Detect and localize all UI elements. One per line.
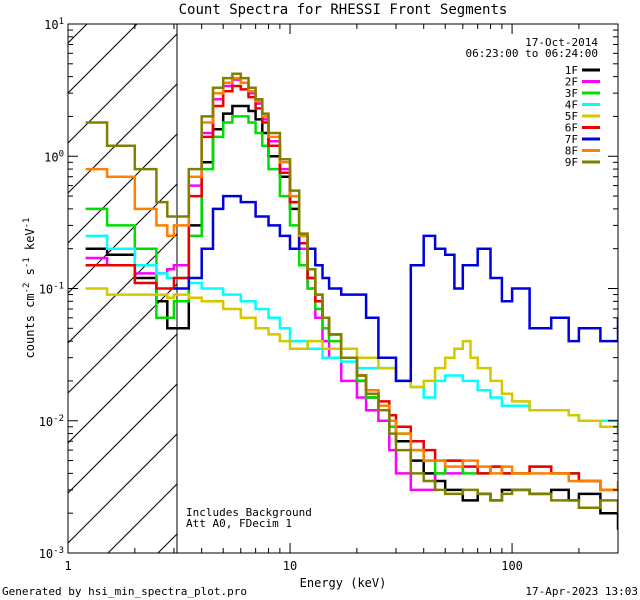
x-tick-label: 10 xyxy=(283,559,297,573)
legend-label-9f: 9F xyxy=(565,156,578,169)
y-tick-label: 100 xyxy=(44,149,64,164)
legend-label-8f: 8F xyxy=(565,145,578,158)
y-tick-label: 10-3 xyxy=(39,546,64,561)
series-line-7f xyxy=(173,194,618,383)
annotation-attenuator: Att A0, FDecim 1 xyxy=(186,517,292,530)
x-tick-label: 100 xyxy=(501,559,523,573)
y-axis-label: counts cm-2 s-1 keV-1 xyxy=(22,218,37,359)
hatch-line xyxy=(68,283,177,394)
generated-by-label: Generated by hsi_min_spectra_plot.pro xyxy=(2,585,247,598)
hatch-line xyxy=(68,83,177,194)
legend-label-3f: 3F xyxy=(565,87,578,100)
y-tick-label: 101 xyxy=(44,17,64,32)
series-line-6f xyxy=(85,84,618,492)
hatch-line xyxy=(68,24,88,44)
legend-label-2f: 2F xyxy=(565,76,578,89)
legend-label-5f: 5F xyxy=(565,110,578,123)
y-axis-label-part1: counts cm xyxy=(23,293,37,358)
legend-label-1f: 1F xyxy=(565,64,578,77)
date-label: 17-Oct-2014 xyxy=(525,36,598,49)
series-line-3f xyxy=(85,115,618,492)
hatch-line xyxy=(68,24,138,94)
y-axis-label-sup1: -2 xyxy=(22,283,32,294)
y-axis-label-sup2: -1 xyxy=(22,257,32,268)
annotation-background: Includes Background xyxy=(186,506,312,519)
time-range-label: 06:23:00 to 06:24:00 xyxy=(466,47,598,60)
series-line-8f xyxy=(85,76,618,492)
x-tick-label: 1 xyxy=(64,559,71,573)
y-axis-label-sup3: -1 xyxy=(22,218,32,229)
x-axis-label: Energy (keV) xyxy=(300,576,387,590)
legend-label-6f: 6F xyxy=(565,122,578,135)
legend-label-7f: 7F xyxy=(565,133,578,146)
footer-timestamp: 17-Apr-2023 13:03 xyxy=(525,585,638,598)
y-axis-label-part2: s xyxy=(23,268,37,282)
series-line-9f xyxy=(85,72,618,514)
y-axis-label-part3: keV xyxy=(23,228,37,257)
y-tick-label: 10-1 xyxy=(39,282,64,297)
series-line-2f xyxy=(85,78,465,492)
hatch-line xyxy=(68,383,177,494)
series-line-4f xyxy=(85,234,618,434)
y-tick-label: 10-2 xyxy=(39,414,64,429)
series-group xyxy=(85,72,618,530)
chart-title: Count Spectra for RHESSI Front Segments xyxy=(179,2,508,18)
hatch-line xyxy=(68,433,177,544)
hatch-line xyxy=(68,133,177,244)
hatch-line xyxy=(68,183,177,294)
hatched-region xyxy=(68,24,177,553)
legend-label-4f: 4F xyxy=(565,99,578,112)
axis-ticks: 1 10 100 10-3 10-2 10-1 100 101 xyxy=(39,17,619,573)
hatch-line xyxy=(68,233,177,344)
hatch-line xyxy=(68,33,177,144)
